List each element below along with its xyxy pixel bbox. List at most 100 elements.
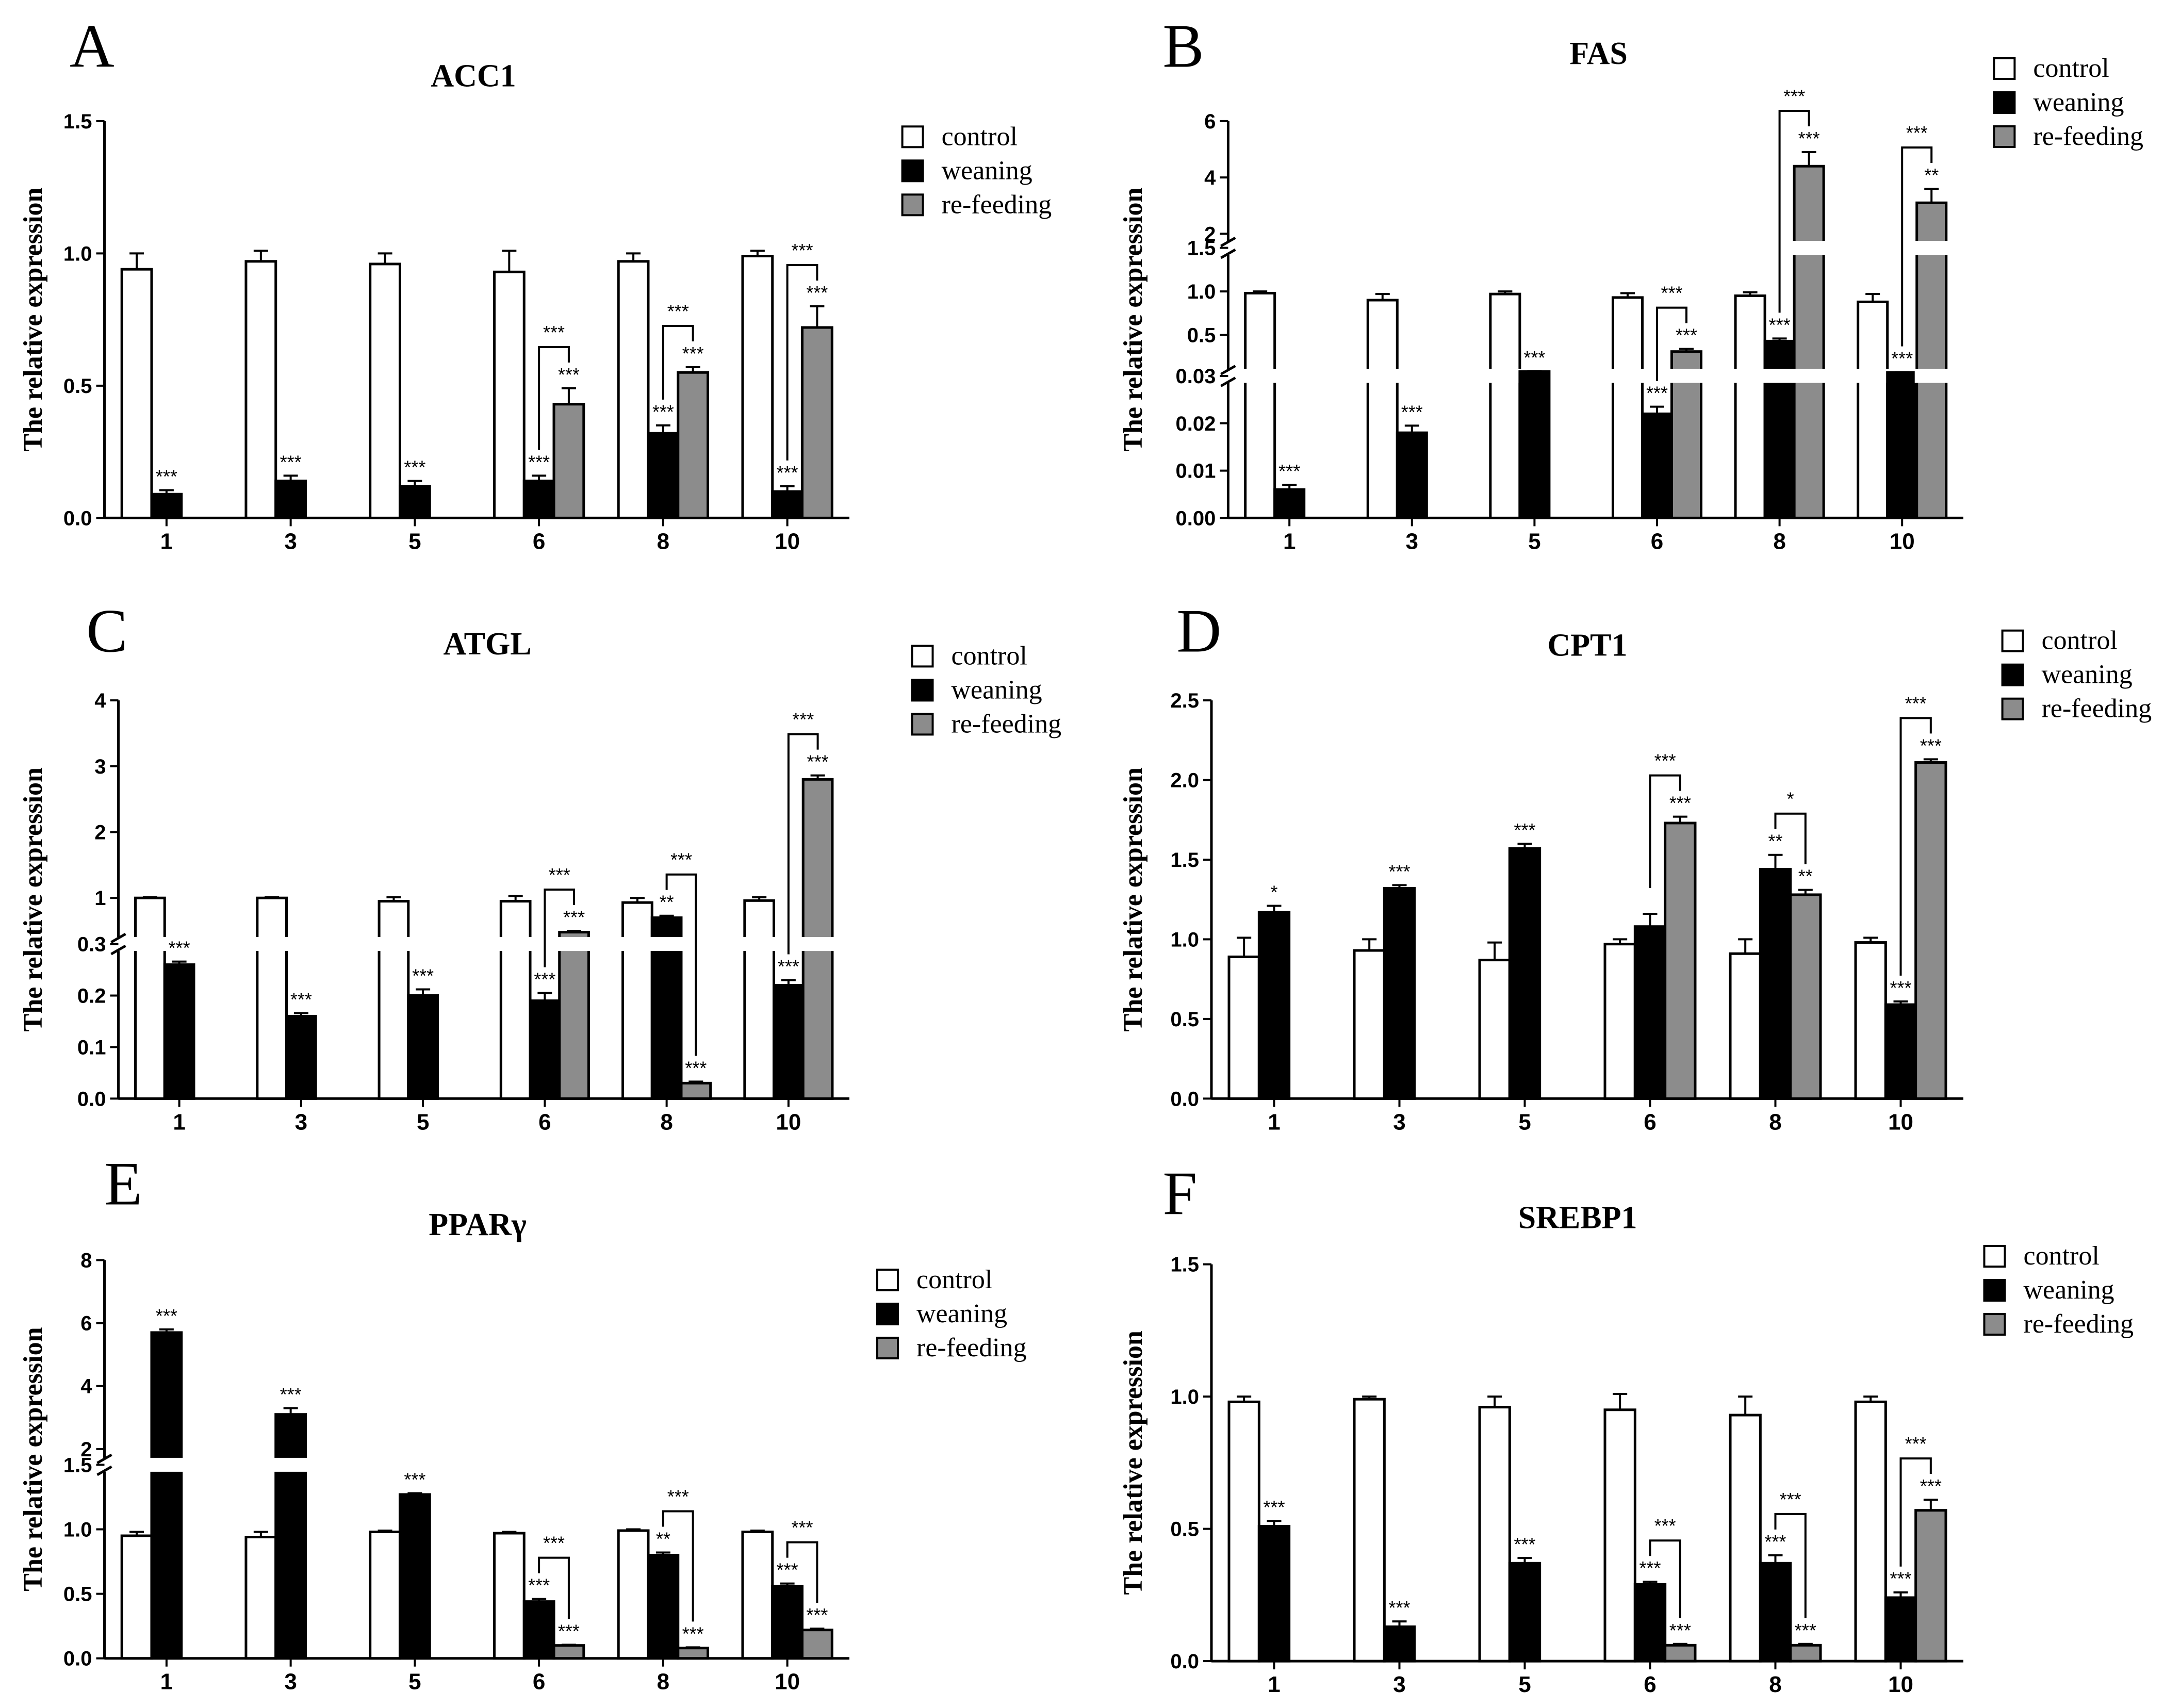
- x-tick-label: 5: [1518, 1109, 1531, 1135]
- x-tick-label: 6: [538, 1109, 551, 1135]
- legend-label-control: control: [2024, 1241, 2100, 1271]
- significance-bracket-label: ***: [1906, 122, 1928, 143]
- significance-bracket-label: ***: [1780, 1489, 1801, 1510]
- bar-weaning: [150, 492, 183, 519]
- legend-label-refeeding: re-feeding: [2033, 122, 2143, 151]
- significance-weaning: ***: [534, 969, 555, 990]
- x-tick-label: 3: [295, 1109, 307, 1135]
- y-tick-label: 2: [94, 822, 106, 844]
- legend-swatch-refeeding: [876, 1337, 899, 1359]
- legend-swatch-refeeding: [911, 713, 934, 736]
- bar-break-gap: [742, 937, 776, 951]
- x-tick-label: 10: [775, 1669, 800, 1695]
- significance-bracket-label: ***: [1905, 1433, 1927, 1454]
- legend-label-control: control: [2042, 626, 2118, 655]
- bar-break-gap: [1914, 241, 1948, 255]
- bar-weaning: [1641, 412, 1674, 519]
- bar-break-gap: [1243, 369, 1277, 383]
- bar-break-gap: [620, 937, 654, 951]
- bar-control: [1734, 294, 1766, 519]
- x-tick-label: 6: [1644, 1109, 1656, 1135]
- bar-weaning: [771, 490, 804, 519]
- significance-refeeding: ***: [1798, 128, 1820, 149]
- bar-control: [741, 255, 774, 519]
- legend-swatch-control: [1993, 57, 2016, 80]
- significance-bracket-label: ***: [1654, 1515, 1676, 1536]
- legend-swatch-weaning: [1993, 91, 2016, 114]
- bar-control: [244, 260, 277, 519]
- bar-control: [120, 268, 153, 519]
- chart-panel-e: E PPARγ The relative expression 0.0 0.5 1.0 1.…: [19, 1149, 1027, 1695]
- x-tick-label: 1: [173, 1109, 185, 1135]
- bar-control: [369, 262, 401, 519]
- y-tick-label: 0.5: [1170, 1518, 1199, 1541]
- legend: control weaning re-feeding: [911, 641, 1061, 738]
- bar-weaning: [529, 999, 561, 1100]
- significance-weaning: ***: [652, 401, 674, 422]
- chart-panel-c: C ATGL The relative expression 0.0 0.1 0.2 0.3…: [19, 597, 1061, 1135]
- legend-label-control: control: [2033, 54, 2109, 83]
- x-tick-label: 6: [1644, 1672, 1656, 1697]
- bar-control: [256, 896, 288, 1100]
- chart-title: ATGL: [443, 627, 531, 662]
- significance-weaning: ***: [1646, 383, 1668, 404]
- legend-label-weaning: weaning: [2033, 88, 2124, 117]
- significance-bracket-label: ***: [1661, 283, 1682, 304]
- bar-weaning: [1633, 925, 1667, 1100]
- significance-refeeding: **: [1798, 866, 1813, 887]
- bar-break-gap: [1763, 369, 1797, 383]
- x-tick-label: 6: [1651, 529, 1663, 554]
- y-tick-label: 1.0: [63, 1519, 92, 1541]
- x-tick-label: 1: [160, 1669, 173, 1695]
- y-axis-label: The relative expression: [19, 1327, 48, 1591]
- significance-weaning: ***: [778, 956, 799, 977]
- bar-weaning: [398, 1493, 431, 1660]
- y-axis-label: The relative expression: [19, 767, 48, 1031]
- bar-refeeding: [1789, 893, 1822, 1100]
- significance-bracket: [1656, 306, 1688, 381]
- significance-bracket-label: ***: [667, 301, 689, 322]
- significance-bracket-label: *: [1787, 789, 1794, 810]
- bar-refeeding: [558, 931, 590, 1100]
- y-tick-label: 4: [80, 1375, 92, 1398]
- legend-label-refeeding: re-feeding: [2042, 694, 2152, 724]
- bar-control: [1854, 1400, 1887, 1663]
- panel-letter: D: [1177, 597, 1222, 665]
- significance-bracket: [538, 1556, 570, 1619]
- y-tick-label: 1.5: [1187, 237, 1216, 260]
- x-tick-label: 8: [657, 1669, 669, 1695]
- bar-control: [134, 896, 166, 1100]
- y-tick-label: 3: [94, 756, 106, 778]
- significance-weaning: ***: [404, 1469, 425, 1490]
- bar-refeeding: [1915, 201, 1948, 519]
- bar-weaning: [1884, 1003, 1917, 1100]
- y-axis-label: The relative expression: [1119, 187, 1148, 451]
- bar-control: [621, 901, 653, 1100]
- bar-weaning: [1383, 887, 1416, 1100]
- significance-weaning: ***: [412, 965, 434, 987]
- significance-bracket: [1899, 1457, 1932, 1567]
- legend-swatch-refeeding: [1993, 125, 2016, 148]
- bar-weaning: [1508, 847, 1542, 1100]
- legend-swatch-control: [876, 1269, 899, 1291]
- legend-swatch-refeeding: [901, 193, 924, 217]
- bar-refeeding: [1789, 1644, 1822, 1663]
- significance-bracket-label: ***: [792, 709, 814, 730]
- y-tick-label: 1.5: [1170, 1254, 1199, 1276]
- significance-weaning: ***: [1263, 1497, 1285, 1518]
- bar-refeeding: [1664, 1644, 1697, 1663]
- significance-bracket: [1901, 146, 1933, 347]
- legend: control weaning re-feeding: [876, 1265, 1027, 1362]
- legend-swatch-weaning: [901, 159, 924, 183]
- x-tick-label: 8: [660, 1109, 673, 1135]
- significance-weaning: ***: [404, 457, 425, 478]
- chart-title: ACC1: [431, 58, 516, 93]
- y-tick-label: 1.5: [1170, 849, 1199, 872]
- bar-weaning: [1508, 1562, 1542, 1663]
- y-tick-label: 0.0: [63, 507, 92, 530]
- legend: control weaning re-feeding: [901, 122, 1052, 219]
- significance-weaning: ***: [528, 1575, 550, 1596]
- bar-control: [743, 899, 776, 1100]
- bar-control: [617, 1529, 650, 1660]
